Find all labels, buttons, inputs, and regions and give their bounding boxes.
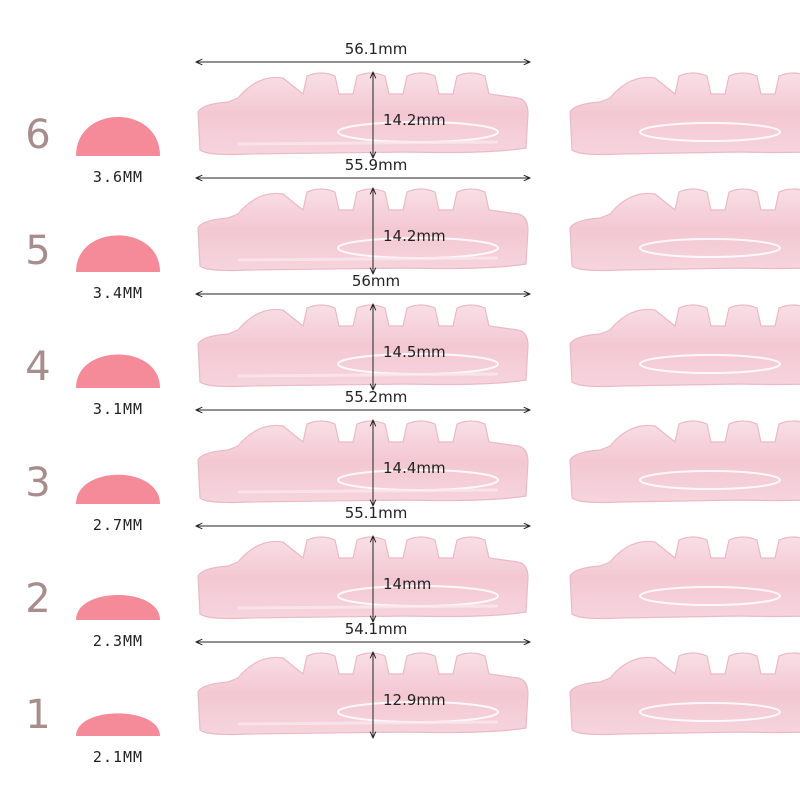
rod-side-image [569,420,800,504]
rod-row: 6 3.6MM 56.1mm 14.2mm [25,40,800,186]
rod-row: 1 2.1MM 54.1mm 12.9mm [25,620,800,766]
curl-size-label: 3.6MM [93,168,143,186]
curl-shape-icon [76,235,160,272]
length-label: 56mm [352,272,400,290]
height-label: 14.4mm [383,459,446,477]
rod-edge-shine [237,488,499,494]
curl-size-label: 2.3MM [93,632,143,650]
curl-size-label: 2.1MM [93,748,143,766]
curl-shape-icon [76,595,160,620]
rod-side-image [569,652,800,736]
curl-size-label: 2.7MM [93,516,143,534]
rod-front-image [197,304,529,388]
height-label: 14.2mm [383,227,446,245]
length-label: 55.1mm [345,504,408,522]
curl-shape-icon [76,117,160,156]
rod-edge-shine [237,604,499,610]
length-label: 56.1mm [345,40,408,58]
rod-side-image [569,304,800,388]
curl-size-label: 3.4MM [93,284,143,302]
length-label: 55.9mm [345,156,408,174]
length-label: 54.1mm [345,620,408,638]
rod-row: 4 3.1MM 56mm 14.5mm [25,272,800,418]
rod-groove [639,354,781,374]
height-label: 14.2mm [383,111,446,129]
rod-front-image [197,652,529,736]
length-label: 55.2mm [345,388,408,406]
rod-side-image [569,188,800,272]
rod-side-image [569,72,800,156]
rod-front-image [197,536,529,620]
rod-front-image [197,188,529,272]
level-number: 5 [25,228,50,274]
curl-size-label: 3.1MM [93,400,143,418]
level-number: 4 [25,344,50,390]
level-number: 3 [25,460,50,506]
rod-groove [639,586,781,606]
rod-front-image [197,72,529,156]
rod-side-image [569,536,800,620]
rod-row: 2 2.3MM 55.1mm 14mm [25,504,800,650]
rod-groove [639,238,781,258]
rod-edge-shine [237,720,499,726]
rod-groove [639,702,781,722]
rod-row: 5 3.4MM 55.9mm 14.2mm [25,156,800,302]
height-label: 12.9mm [383,691,446,709]
curl-shape-icon [76,474,160,504]
level-number: 2 [25,576,50,622]
rod-edge-shine [237,256,499,262]
rod-row: 3 2.7MM 55.2mm 14.4mm [25,388,800,534]
height-label: 14.5mm [383,343,446,361]
rod-edge-shine [237,140,499,146]
level-number: 6 [25,112,50,158]
curl-shape-icon [76,354,160,388]
rod-groove [639,470,781,490]
rod-front-image [197,420,529,504]
curl-shape-icon [76,713,160,736]
rod-edge-shine [237,372,499,378]
height-label: 14mm [383,575,431,593]
level-number: 1 [25,692,50,738]
rod-groove [639,122,781,142]
